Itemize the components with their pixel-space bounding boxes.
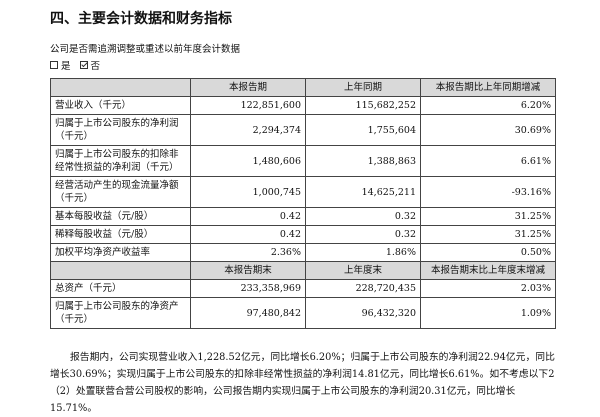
data-table: 本报告期 上年同期 本报告期比上年同期增减 营业收入（千元） 122,851,600 11… <box>50 78 556 329</box>
header-cell: 上年度末 <box>305 261 421 280</box>
table-row: 归属于上市公司股东的扣除非经常性损益的净利润（千元） 1,480,606 1,388… <box>50 145 556 177</box>
value-cell: 122,851,600 <box>190 96 306 115</box>
header-cell: 本报告期 <box>190 78 306 97</box>
header-cell <box>50 261 191 280</box>
value-cell: 1.09% <box>420 297 556 329</box>
value-cell: 1,755,604 <box>305 114 421 146</box>
value-cell: 31.25% <box>420 207 556 226</box>
label-cell: 经营活动产生的现金流量净额（千元） <box>50 176 191 208</box>
section-title: 四、主要会计数据和财务指标 <box>50 11 232 27</box>
value-cell: 0.32 <box>305 225 421 244</box>
value-cell: 6.61% <box>420 145 556 177</box>
table-row: 加权平均净资产收益率 2.36% 1.86% 0.50% <box>50 243 556 262</box>
label-cell: 稀释每股收益（元/股） <box>50 225 191 244</box>
value-cell: 0.42 <box>190 207 306 226</box>
value-cell: 14,625,211 <box>305 176 421 208</box>
value-cell: 31.25% <box>420 225 556 244</box>
page: 四、主要会计数据和财务指标 公司是否需追溯调整或重述以前年度会计数据 是 否 本… <box>0 0 600 408</box>
value-cell: 0.42 <box>190 225 306 244</box>
header-cell: 本报告期末比上年度末增减 <box>420 261 556 280</box>
header-cell: 本报告期末 <box>190 261 306 280</box>
table-row: 营业收入（千元） 122,851,600 115,682,252 6.20% <box>50 96 556 115</box>
header-row: 本报告期末 上年度末 本报告期末比上年度末增减 <box>50 261 556 280</box>
label-cell: 归属于上市公司股东的净利润（千元） <box>50 114 191 146</box>
question: 公司是否需追溯调整或重述以前年度会计数据 <box>50 44 241 55</box>
value-cell: 97,480,842 <box>190 297 306 329</box>
value-cell: 1,480,606 <box>190 145 306 177</box>
option-label: 否 <box>90 61 101 72</box>
label-cell: 总资产（千元） <box>50 279 191 298</box>
table-row: 基本每股收益（元/股） 0.42 0.32 31.25% <box>50 207 556 226</box>
value-cell: 233,358,969 <box>190 279 306 298</box>
table-row: 稀释每股收益（元/股） 0.42 0.32 31.25% <box>50 225 556 244</box>
value-cell: 0.32 <box>305 207 421 226</box>
value-cell: 1,000,745 <box>190 176 306 208</box>
header-cell: 本报告期比上年同期增减 <box>420 78 556 97</box>
checkbox[interactable] <box>79 61 88 69</box>
value-cell: 2.36% <box>190 243 306 262</box>
value-cell: 228,720,435 <box>305 279 421 298</box>
table-row: 归属于上市公司股东的净利润（千元） 2,294,374 1,755,604 30.69… <box>50 114 556 146</box>
label-cell: 归属于上市公司股东的扣除非经常性损益的净利润（千元） <box>50 145 191 177</box>
table-row: 经营活动产生的现金流量净额（千元） 1,000,745 14,625,211 -93.… <box>50 176 556 208</box>
value-cell: 96,432,320 <box>305 297 421 329</box>
label-cell: 归属于上市公司股东的净资产（千元） <box>50 297 191 329</box>
value-cell: 30.69% <box>420 114 556 146</box>
table-row: 归属于上市公司股东的净资产（千元） 97,480,842 96,432,320 1.0… <box>50 297 556 329</box>
table-row: 总资产（千元） 233,358,969 228,720,435 2.03% <box>50 279 556 298</box>
checkbox[interactable] <box>50 61 58 69</box>
value-cell: 2,294,374 <box>190 114 306 146</box>
options: 是 否 <box>50 58 100 72</box>
label-cell: 基本每股收益（元/股） <box>50 207 191 226</box>
value-cell: 0.50% <box>420 243 556 262</box>
value-cell: 2.03% <box>420 279 556 298</box>
label-cell: 加权平均净资产收益率 <box>50 243 191 262</box>
paragraph: 报告期内，公司实现营业收入1,228.52亿元，同比增长6.20%；归属于上市公… <box>50 352 555 414</box>
value-cell: 1.86% <box>305 243 421 262</box>
option-label: 是 <box>61 61 71 72</box>
label-cell: 营业收入（千元） <box>50 96 191 115</box>
value-cell: -93.16% <box>420 176 556 208</box>
header-row: 本报告期 上年同期 本报告期比上年同期增减 <box>50 78 556 97</box>
header-cell: 上年同期 <box>305 78 421 97</box>
value-cell: 1,388,863 <box>305 145 421 177</box>
value-cell: 6.20% <box>420 96 556 115</box>
header-cell <box>50 78 191 97</box>
value-cell: 115,682,252 <box>305 96 421 115</box>
